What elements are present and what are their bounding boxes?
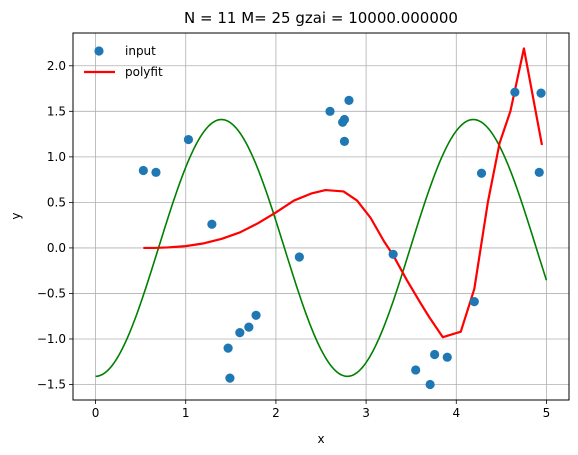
y-tick-label: −1.0 [37,332,66,346]
input-point [339,114,350,125]
input-point [339,136,350,146]
input-point [388,249,398,259]
y-tick-label: 1.5 [47,104,66,118]
y-axis-label: y [9,212,23,219]
input-point [534,167,544,177]
input-point [183,134,194,145]
x-tick-label: 2 [272,406,280,420]
legend: input polyfit [84,44,163,79]
legend-polyfit-label: polyfit [125,65,163,79]
input-point [225,373,235,383]
polyfit-line [143,47,544,339]
axis-ticks: 0 1 2 3 4 5 −1.5 −1.0 −0.5 0.0 0.5 1.0 1.5 2.0 [37,59,550,420]
input-point [425,379,435,390]
input-point [344,95,354,105]
legend-input-marker [94,46,104,56]
input-point [151,167,161,177]
y-tick-label: −1.5 [37,378,66,392]
x-tick-label: 4 [452,406,460,420]
y-tick-label: 0.0 [47,241,66,255]
grid [73,33,569,400]
input-point [325,106,335,116]
input-point [235,328,245,338]
y-tick-label: 0.5 [47,195,66,209]
input-point [442,352,452,362]
input-point [510,87,520,97]
input-point [138,165,148,176]
y-tick-label: 2.0 [47,59,66,73]
input-point [207,219,217,229]
input-point [251,310,261,320]
x-tick-label: 0 [92,406,100,420]
y-tick-label: −0.5 [37,286,66,300]
input-point [536,88,546,98]
input-point [469,297,479,307]
legend-input-label: input [125,44,156,58]
input-point [223,343,233,353]
input-point [294,252,304,262]
input-point [430,349,440,360]
input-point [476,168,487,178]
x-tick-label: 5 [543,406,551,420]
chart-title: N = 11 M= 25 gzai = 10000.000000 [184,9,458,27]
x-tick-label: 3 [362,406,370,420]
axes-frame [72,32,570,401]
x-tick-label: 1 [182,406,190,420]
input-point [411,365,421,375]
plot-area [95,47,548,390]
y-tick-label: 1.0 [47,150,66,164]
sine-curve-line [95,118,548,378]
x-axis-label: x [317,432,324,446]
input-point [244,322,254,332]
